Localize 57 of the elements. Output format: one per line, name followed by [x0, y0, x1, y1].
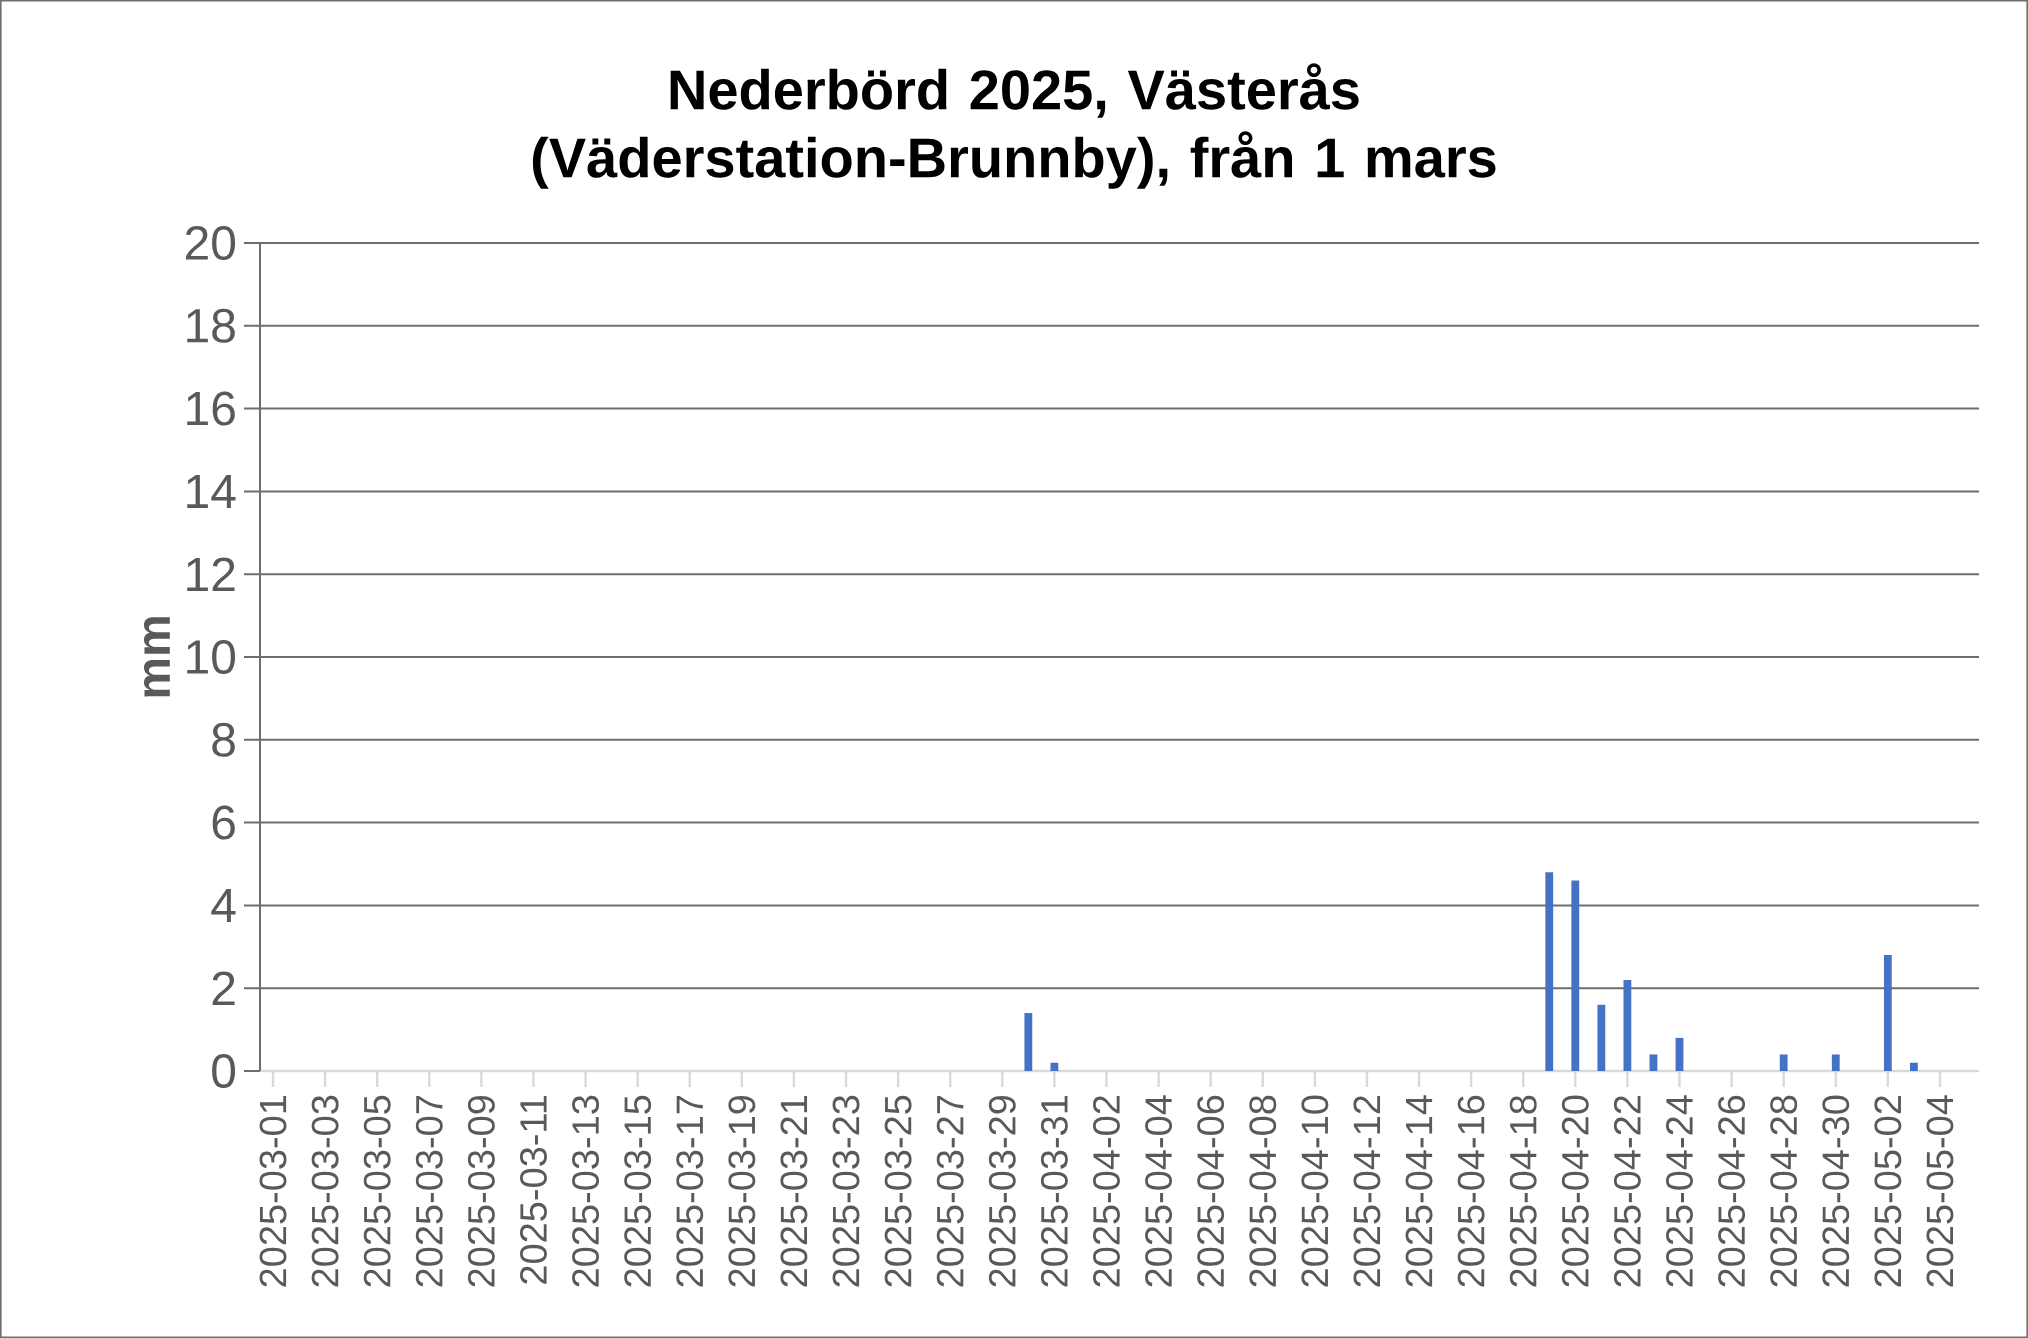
- x-tick-label: 2025-03-07: [415, 1096, 443, 1287]
- x-tick-label: 2025-04-04: [1145, 1095, 1173, 1287]
- x-tick-label: 2025-03-27: [936, 1096, 964, 1287]
- x-tick-label: 2025-03-25: [884, 1095, 912, 1287]
- x-tick-label: 2025-04-16: [1457, 1095, 1485, 1287]
- x-tick-label: 2025-03-29: [988, 1095, 1016, 1287]
- x-tick-label: 2025-04-24: [1666, 1095, 1693, 1287]
- x-tick-label: 2025-04-22: [1613, 1096, 1641, 1287]
- y-tick-label: 4: [211, 888, 236, 922]
- x-tick-label: 2025-03-11: [520, 1095, 547, 1284]
- y-tick-label: 12: [187, 557, 235, 591]
- bar: [1597, 1004, 1606, 1071]
- bar: [1649, 1054, 1658, 1071]
- y-tick-label: 20: [185, 226, 236, 260]
- x-tick-label: 2025-04-12: [1353, 1096, 1381, 1287]
- x-tick-label: 2025-03-23: [832, 1095, 860, 1287]
- chart-title: Nederbörd 2025, Västerås (Väderstation-Brunnby), från 1 mars: [532, 63, 1496, 189]
- x-tick-label: 2025-04-30: [1822, 1095, 1850, 1287]
- x-tick-label: 2025-04-18: [1509, 1095, 1537, 1287]
- bar: [1883, 955, 1892, 1071]
- x-tick-label: 2025-05-04: [1926, 1095, 1954, 1287]
- x-tick-label: 2025-04-08: [1249, 1095, 1277, 1287]
- y-axis-title: mm: [143, 617, 170, 697]
- y-tick-label: 0: [212, 1054, 236, 1088]
- y-tick-label: 2: [212, 971, 235, 1005]
- bar: [1050, 1062, 1059, 1071]
- x-tick-label: 2025-05-02: [1874, 1096, 1902, 1287]
- bar: [1545, 872, 1554, 1071]
- x-tick-label: 2025-03-15: [624, 1095, 652, 1287]
- bar: [1831, 1054, 1840, 1071]
- x-tick-label: 2025-03-31: [1040, 1095, 1068, 1287]
- x-tick-label: 2025-03-03: [311, 1095, 339, 1287]
- y-tick-label: 8: [212, 722, 235, 757]
- x-tick-label: 2025-04-28: [1770, 1095, 1798, 1287]
- x-tick-label: 2025-04-20: [1561, 1095, 1589, 1287]
- bar: [1024, 1013, 1033, 1071]
- y-tick-label: 18: [187, 308, 235, 343]
- x-tick-label: 2025-04-26: [1718, 1095, 1746, 1287]
- x-tick-label: 2025-03-13: [572, 1095, 600, 1287]
- x-tick-label: 2025-04-10: [1301, 1095, 1329, 1287]
- x-tick-label: 2025-04-14: [1405, 1095, 1433, 1287]
- y-tick-label: 6: [212, 805, 235, 840]
- x-tick-label: 2025-04-02: [1093, 1096, 1120, 1287]
- x-tick-label: 2025-04-06: [1197, 1095, 1225, 1287]
- x-tick-label: 2025-03-01: [259, 1095, 287, 1287]
- x-tick-label: 2025-03-19: [728, 1095, 756, 1287]
- bar: [1571, 880, 1580, 1071]
- y-tick-label: 14: [187, 474, 236, 508]
- y-tick-label: 10: [187, 640, 236, 674]
- x-tick-label: 2025-03-09: [467, 1095, 495, 1287]
- x-tick-label: 2025-03-21: [780, 1095, 808, 1287]
- bar: [1779, 1054, 1788, 1071]
- x-tick-label: 2025-03-05: [363, 1095, 391, 1287]
- y-tick-label: 16: [187, 391, 235, 426]
- x-tick-label: 2025-03-17: [676, 1096, 704, 1287]
- bar: [1909, 1062, 1918, 1071]
- bar: [1623, 979, 1632, 1071]
